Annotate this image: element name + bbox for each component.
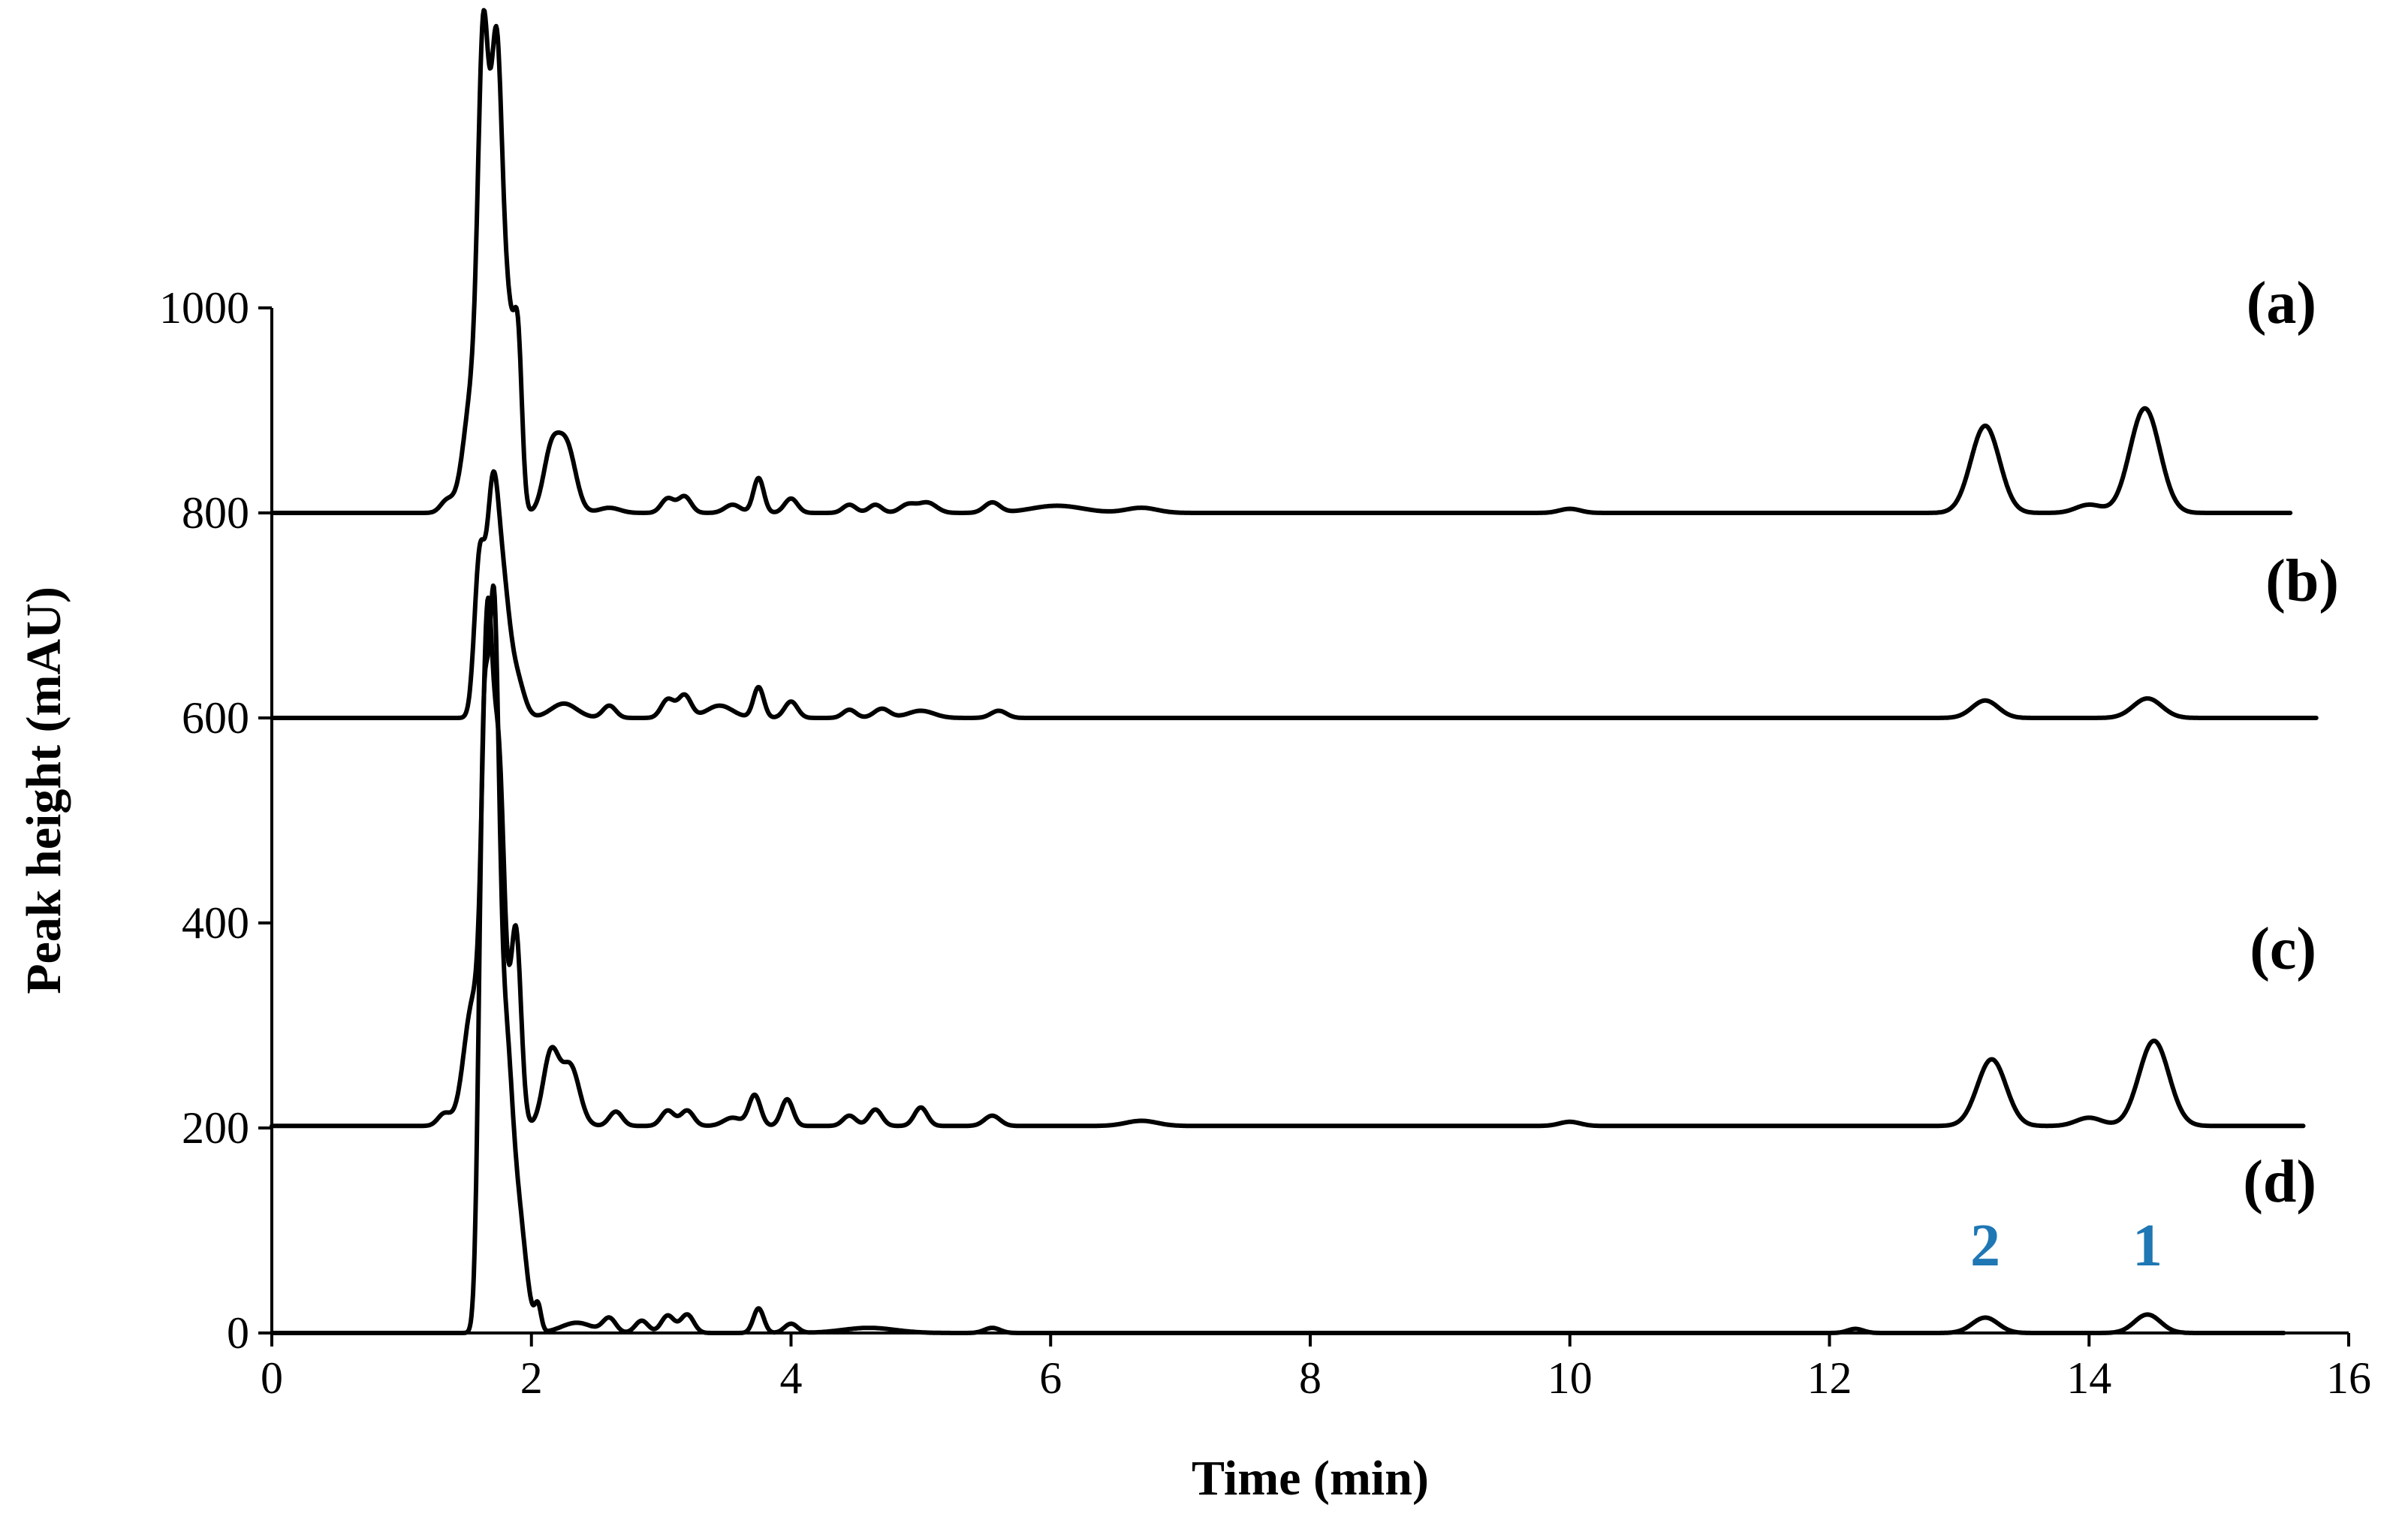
trace-d	[270, 583, 2286, 1335]
x-axis-title: Time (min)	[1192, 1451, 1429, 1506]
trace-a	[270, 8, 2293, 515]
peak-label: 2	[1970, 1213, 2000, 1279]
x-tick-label: 8	[1299, 1353, 1322, 1403]
x-tick-label: 4	[780, 1353, 803, 1403]
traces	[270, 8, 2319, 1335]
trace-label: (d)	[2243, 1149, 2316, 1215]
x-tick-label: 14	[2066, 1353, 2111, 1403]
trace-b	[270, 469, 2319, 720]
y-axis-title: Peak height (mAU)	[17, 587, 71, 994]
y-tick-label: 600	[182, 693, 249, 743]
x-ticks: 0 2 4 6 8 10 12 14 16	[261, 1333, 2371, 1403]
x-tick-label: 2	[520, 1353, 543, 1403]
y-tick-label: 0	[227, 1308, 249, 1358]
trace-c	[270, 596, 2306, 1129]
y-ticks: 0 200 400 600 800 1000	[159, 283, 272, 1358]
trace-label: (c)	[2250, 916, 2316, 982]
y-tick-label: 800	[182, 488, 249, 538]
x-tick-label: 16	[2326, 1353, 2371, 1403]
x-tick-label: 12	[1807, 1353, 1852, 1403]
peak-label: 1	[2132, 1213, 2162, 1279]
x-tick-label: 6	[1039, 1353, 1062, 1403]
trace-label: (a)	[2247, 270, 2316, 336]
y-tick-label: 1000	[159, 283, 249, 333]
x-tick-label: 10	[1548, 1353, 1593, 1403]
y-tick-label: 400	[182, 898, 249, 948]
trace-label: (b)	[2265, 548, 2339, 614]
trace-labels: (a) (b) (c) (d)	[2243, 270, 2339, 1215]
y-tick-label: 200	[182, 1103, 249, 1153]
x-tick-label: 0	[261, 1353, 283, 1403]
